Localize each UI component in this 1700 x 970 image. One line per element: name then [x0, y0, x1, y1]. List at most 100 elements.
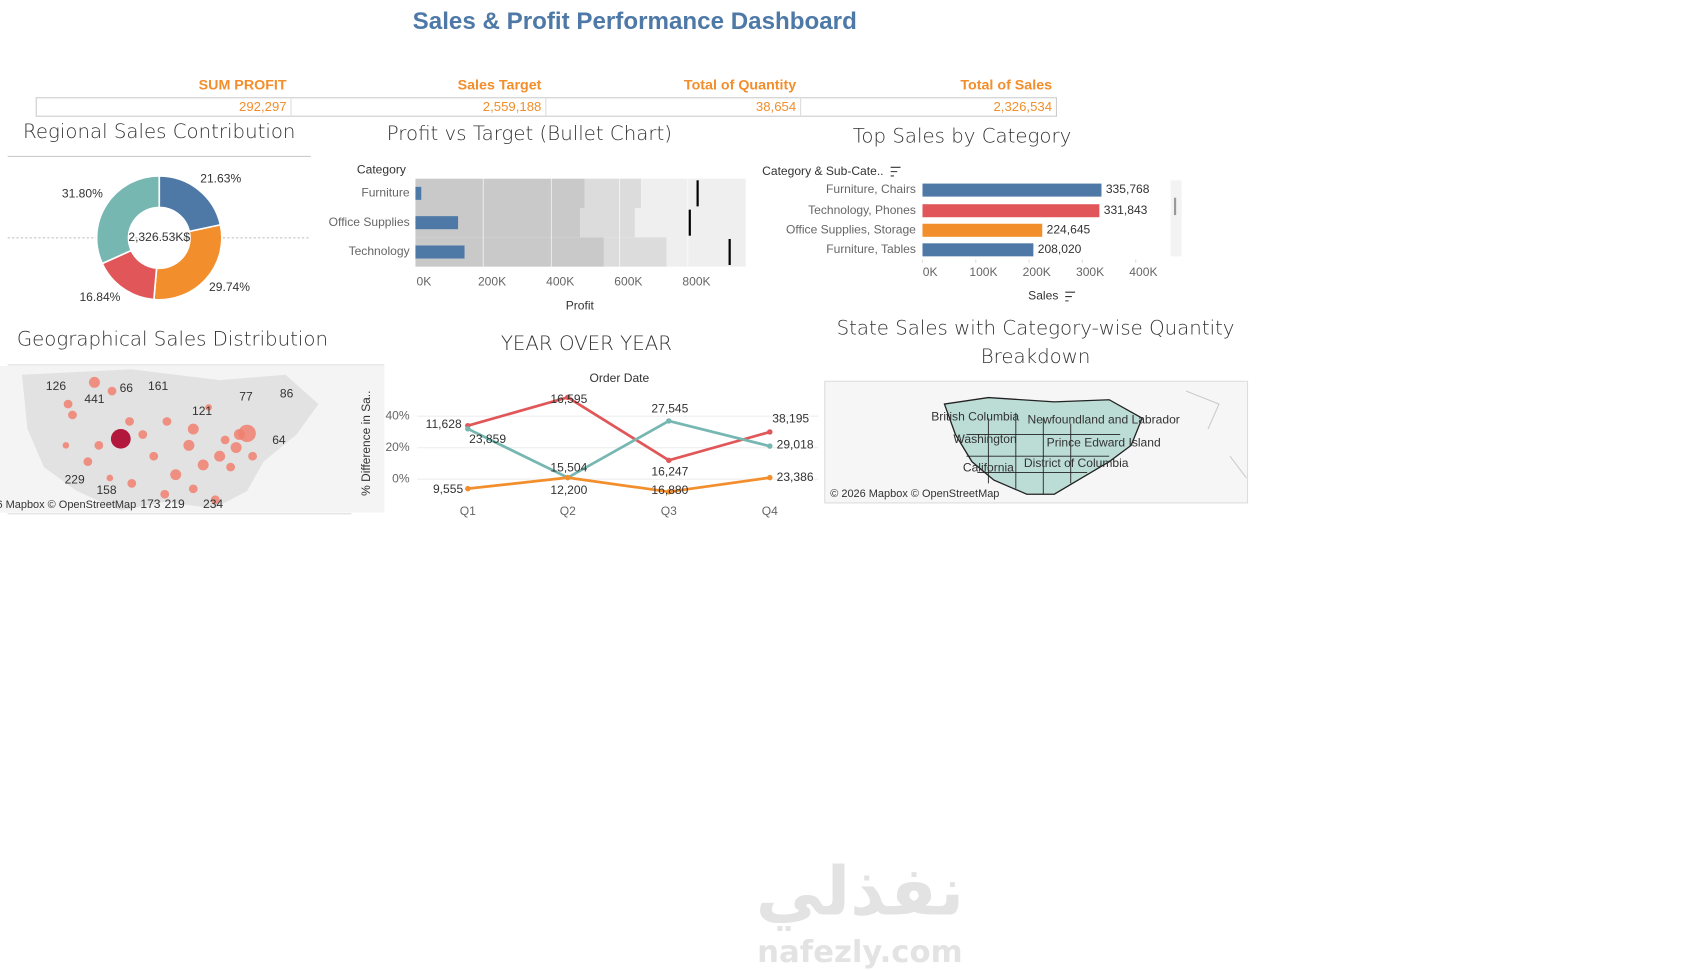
map-bubble[interactable] — [197, 459, 209, 471]
map-bubble[interactable] — [88, 376, 100, 388]
map-bubble[interactable] — [210, 495, 220, 505]
x-tick-label: 100K — [969, 265, 997, 279]
map-bubble[interactable] — [162, 417, 172, 426]
map-bubble[interactable] — [205, 404, 212, 411]
data-label: 23,386 — [777, 470, 814, 484]
slice-label: 29.74% — [209, 280, 250, 294]
sort-icon[interactable] — [1065, 291, 1076, 302]
data-point — [767, 443, 773, 449]
slice-label: 31.80% — [62, 187, 103, 201]
x-tick-label: Q4 — [762, 504, 778, 518]
map-bubble[interactable] — [160, 489, 170, 499]
y-tick-label: Technology — [349, 244, 410, 258]
map-label: 158 — [96, 483, 116, 497]
map-bubble[interactable] — [62, 442, 70, 449]
map-bubble[interactable] — [187, 423, 199, 435]
data-label: 16,595 — [550, 392, 587, 406]
map-label: 66 — [120, 381, 134, 395]
x-tick-label: 400K — [1129, 265, 1157, 279]
series-line — [467, 419, 771, 480]
data-label: 11,628 — [426, 417, 462, 431]
map-bubble[interactable] — [248, 451, 257, 461]
data-point — [565, 474, 571, 481]
x-tick-label: 200K — [1023, 265, 1051, 279]
data-label: 16,247 — [651, 465, 688, 479]
map-bubble[interactable] — [94, 441, 104, 450]
map-bubble[interactable] — [63, 399, 73, 409]
map-label: California — [963, 460, 1014, 474]
data-label: 23,859 — [469, 432, 506, 446]
x-tick-label: 200K — [478, 275, 506, 289]
kpi-label: SUM PROFIT — [199, 78, 287, 94]
map-bubble[interactable] — [170, 469, 182, 481]
series-line — [467, 395, 771, 462]
map-label: 234 — [203, 497, 223, 511]
slice-label: 21.63% — [200, 171, 241, 185]
kpi-label: Total of Quantity — [684, 78, 796, 94]
data-label: 331,843 — [1104, 203, 1148, 217]
data-point — [767, 429, 773, 435]
y-tick-label: Technology, Phones — [808, 203, 916, 217]
band — [666, 237, 746, 267]
axis-title: Category — [357, 163, 406, 177]
map-bubble[interactable] — [68, 410, 77, 420]
map-bubble[interactable] — [83, 457, 93, 466]
data-point — [767, 474, 773, 481]
map-label: 173 — [140, 497, 160, 511]
map-title: Geographical Sales Distribution — [17, 328, 328, 351]
band — [415, 178, 585, 209]
map-bubble[interactable] — [138, 430, 148, 439]
scrollbar[interactable] — [1170, 180, 1182, 257]
y-tick-label: Furniture, Tables — [826, 242, 916, 256]
data-label: 12,200 — [550, 483, 587, 497]
axis-title: Sales — [1028, 289, 1058, 303]
map-bubble[interactable] — [125, 417, 134, 426]
bar — [922, 204, 1100, 218]
map-attribution: © 2026 Mapbox © OpenStreetMap — [0, 499, 136, 511]
kpi-value: 2,326,534 — [993, 99, 1052, 114]
watermark-arabic: نفذلي — [756, 852, 964, 931]
kpi-value: 38,654 — [756, 99, 796, 114]
axis-title: Order Date — [590, 371, 650, 385]
data-point — [666, 489, 672, 495]
bar — [922, 183, 1102, 197]
map-bubble[interactable] — [220, 435, 230, 445]
x-tick-label: 300K — [1076, 265, 1104, 279]
kpi-table — [35, 97, 1058, 117]
dashboard-title: Sales & Profit Performance Dashboard — [413, 8, 857, 35]
map-bubble[interactable] — [106, 474, 114, 482]
band — [584, 178, 642, 209]
map-bubble[interactable] — [127, 479, 137, 488]
map-bubble[interactable] — [183, 439, 195, 451]
map-label: 229 — [65, 472, 85, 486]
y-tick-label: 0% — [392, 471, 410, 485]
bar — [415, 186, 422, 200]
x-tick-label: 600K — [614, 275, 642, 289]
chart-title: Regional Sales Contribution — [23, 120, 295, 143]
map-label: 121 — [192, 404, 212, 418]
kpi-value: 292,297 — [239, 99, 287, 114]
map-bubble[interactable] — [238, 424, 256, 443]
map-bubble[interactable] — [107, 386, 117, 396]
data-label: 27,545 — [651, 402, 688, 416]
data-label: 208,020 — [1038, 242, 1082, 256]
y-tick-label: Furniture — [361, 186, 410, 200]
slice-label: 16.84% — [79, 290, 120, 304]
map-bubble[interactable] — [188, 484, 198, 494]
y-tick-label: 40% — [385, 408, 409, 422]
map-bubble[interactable] — [226, 462, 236, 472]
map-bubble[interactable] — [110, 429, 131, 449]
map-bubble[interactable] — [230, 442, 242, 453]
map-label: 77 — [239, 390, 253, 404]
map-title: State Sales with Category-wise Quantity — [837, 317, 1235, 340]
data-label: 335,768 — [1106, 182, 1150, 196]
y-tick-label: Office Supplies, Storage — [786, 222, 916, 236]
map-bubble[interactable] — [214, 450, 226, 462]
map-bubble[interactable] — [149, 451, 159, 461]
y-tick-label: 20% — [385, 440, 409, 454]
sort-icon[interactable] — [890, 166, 901, 177]
data-label: 224,645 — [1047, 222, 1091, 236]
axis-title: Category & Sub-Cate.. — [762, 164, 883, 178]
bar — [922, 223, 1043, 237]
band — [603, 237, 667, 267]
